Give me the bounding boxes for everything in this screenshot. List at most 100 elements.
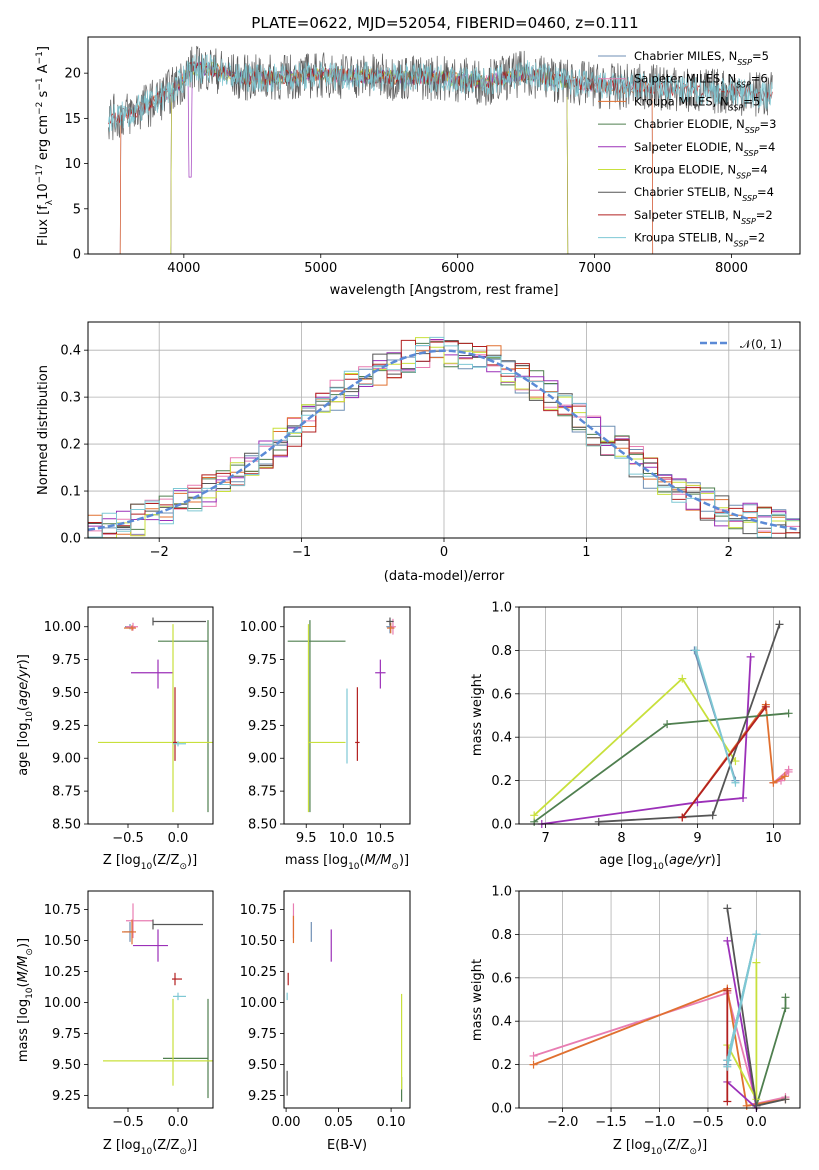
x-tick-label: 1 bbox=[582, 545, 590, 560]
normal-legend: 𝒩(0, 1) bbox=[700, 337, 782, 351]
y-tick-label: 9.50 bbox=[248, 1058, 277, 1073]
spectrum-line-kroupa-elodie bbox=[170, 61, 569, 254]
y-tick-label: 10.25 bbox=[240, 965, 277, 980]
x-tick-label: −1.5 bbox=[595, 1115, 627, 1130]
residual-ylabel: Normed distribution bbox=[36, 365, 51, 495]
weight-line-chabrier-elodie bbox=[755, 997, 787, 1107]
y-tick-label: 9.50 bbox=[52, 1058, 81, 1073]
spectrum-line-chabrier-miles bbox=[119, 62, 654, 254]
x-tick-label: 0.0 bbox=[168, 1115, 189, 1130]
errorbar-chabrier-elodie bbox=[287, 620, 346, 813]
y-tick-label: 9.00 bbox=[52, 752, 81, 767]
weight-marker bbox=[761, 702, 770, 711]
y-tick-label: 10.00 bbox=[240, 996, 277, 1011]
normal-legend-label: 𝒩(0, 1) bbox=[740, 337, 782, 351]
weight-line-salpeter-elodie bbox=[726, 940, 758, 1111]
x-tick-label: 8 bbox=[617, 831, 625, 846]
x-tick-label: −2.0 bbox=[547, 1115, 579, 1130]
x-tick-label: 0.10 bbox=[377, 1115, 406, 1130]
errorbar-kroupa-elodie bbox=[103, 998, 213, 1086]
y-tick-label: 5 bbox=[73, 202, 81, 217]
spectrum-ylabel: Flux [fλ10−17 erg cm−2 s−1 A−1] bbox=[35, 46, 55, 246]
y-tick-label: 0.0 bbox=[491, 818, 512, 833]
errorbar-kroupa-elodie bbox=[98, 624, 213, 813]
y-tick-label: 10.75 bbox=[240, 903, 277, 918]
spectrum-line-salpeter-miles bbox=[119, 61, 654, 254]
errorbar-kroupa-miles bbox=[122, 919, 136, 945]
weight-marker bbox=[784, 709, 793, 718]
weight-marker bbox=[784, 767, 793, 776]
x-tick-label: −0.5 bbox=[112, 831, 144, 846]
y-tick-label: 9.75 bbox=[248, 1027, 277, 1042]
y-tick-label: 0 bbox=[73, 248, 81, 263]
spectrum-line-chabrier-elodie bbox=[170, 62, 569, 254]
weight-vs-metallicity-panel: −2.0 −1.5 −1.0 −0.5 0.0 0.0 0.2 0.4 0.6 0.8 1.0 Z … bbox=[470, 885, 801, 1157]
y-tick-label: 0.4 bbox=[491, 1015, 512, 1030]
legend-label: Salpeter STELIB, NSSP=2 bbox=[634, 208, 773, 226]
errorbar-salpeter-elodie bbox=[131, 659, 173, 689]
y-tick-label: 9.25 bbox=[52, 1089, 81, 1104]
weight-marker bbox=[530, 811, 539, 820]
y-tick-label: 1.0 bbox=[491, 601, 512, 616]
normal-curve bbox=[88, 349, 800, 532]
hist-step-kroupa-elodie bbox=[88, 337, 800, 538]
errorbar-kroupa-elodie bbox=[307, 624, 346, 813]
weight-line-salpeter-miles bbox=[533, 991, 786, 1105]
weight-line-salpeter-stelib bbox=[681, 706, 767, 819]
y-tick-label: 0.4 bbox=[60, 344, 81, 359]
y-tick-label: 10.00 bbox=[44, 620, 81, 635]
ageZ-xlabel: Z [log10(Z/Z⊙)] bbox=[103, 853, 197, 872]
y-tick-label: 9.25 bbox=[52, 719, 81, 734]
weight-vs-age-panel: 7 8 9 10 0.0 0.2 0.4 0.6 0.8 1.0 age [log10(age/y… bbox=[470, 601, 801, 872]
x-tick-label: 9 bbox=[693, 831, 701, 846]
x-tick-label: 0.0 bbox=[746, 1115, 767, 1130]
y-tick-label: 9.75 bbox=[52, 653, 81, 668]
x-tick-label: 0.0 bbox=[168, 831, 189, 846]
y-tick-label: 0.8 bbox=[491, 928, 512, 943]
legend-label: Salpeter ELODIE, NSSP=4 bbox=[634, 140, 775, 158]
wAge-ylabel: mass weight bbox=[470, 674, 485, 756]
y-tick-label: 10 bbox=[64, 157, 81, 172]
spectrum-line-kroupa-miles bbox=[119, 61, 654, 254]
y-tick-label: 8.75 bbox=[248, 785, 277, 800]
y-tick-label: 0.2 bbox=[60, 438, 81, 453]
y-tick-label: 0.1 bbox=[60, 485, 81, 500]
x-tick-label: 0 bbox=[440, 545, 448, 560]
y-tick-label: 10.25 bbox=[44, 965, 81, 980]
spectrum-xlabel: wavelength [Angstrom, rest frame] bbox=[330, 283, 559, 298]
weight-marker bbox=[529, 1051, 538, 1060]
weight-line-kroupa-stelib bbox=[695, 650, 737, 784]
errorbar-chabrier-elodie bbox=[158, 620, 209, 813]
errorbar-chabrier-elodie bbox=[163, 998, 209, 1099]
spectrum-legend: Chabrier MILES, NSSP=5 Salpeter MILES, NS… bbox=[598, 49, 776, 248]
x-tick-label: −0.5 bbox=[692, 1115, 724, 1130]
errorbar-salpeter-elodie bbox=[133, 929, 168, 962]
figure-title: PLATE=0622, MJD=52054, FIBERID=0460, z=0… bbox=[251, 14, 638, 32]
y-tick-label: 0.4 bbox=[491, 731, 512, 746]
residual-panel: −2 −1 0 1 2 0.0 0.1 0.2 0.3 0.4 (data-model)/erro… bbox=[36, 321, 801, 584]
y-tick-label: 9.50 bbox=[248, 686, 277, 701]
y-tick-label: 9.25 bbox=[248, 719, 277, 734]
weight-line-chabrier-elodie bbox=[533, 712, 789, 823]
massZ-ylabel: mass [log10(M/M⊙)] bbox=[16, 938, 35, 1062]
x-tick-label: 10.5 bbox=[366, 831, 395, 846]
x-tick-label: 4000 bbox=[167, 261, 200, 276]
mass-vs-extinction-panel: 0.00 0.05 0.10 9.25 9.50 9.75 10.00 10.25 10.50 1… bbox=[240, 890, 411, 1153]
mass-vs-metallicity-panel: −0.5 0.09.259.509.7510.0010.2510.5010.75 … bbox=[16, 890, 214, 1157]
y-tick-label: 10.00 bbox=[240, 620, 277, 635]
y-tick-label: 0.0 bbox=[491, 1102, 512, 1117]
errorbar-chabrier-stelib bbox=[152, 919, 203, 930]
weight-marker bbox=[708, 811, 717, 820]
massE-xlabel: E(B-V) bbox=[327, 1138, 367, 1153]
ageM-xlabel: mass [log10(M/M⊙)] bbox=[285, 853, 409, 872]
errorbar-salpeter-stelib bbox=[172, 972, 182, 986]
errorbar-kroupa-stelib bbox=[173, 992, 186, 1001]
y-tick-label: 10.75 bbox=[44, 903, 81, 918]
weight-marker bbox=[691, 646, 700, 655]
massZ-xlabel: Z [log10(Z/Z⊙)] bbox=[103, 1138, 197, 1157]
weight-marker bbox=[678, 674, 687, 683]
weight-line-salpeter-elodie bbox=[541, 656, 752, 825]
weight-marker bbox=[731, 778, 740, 787]
ageZ-ylabel: age [log10(age/yr)] bbox=[16, 654, 35, 776]
